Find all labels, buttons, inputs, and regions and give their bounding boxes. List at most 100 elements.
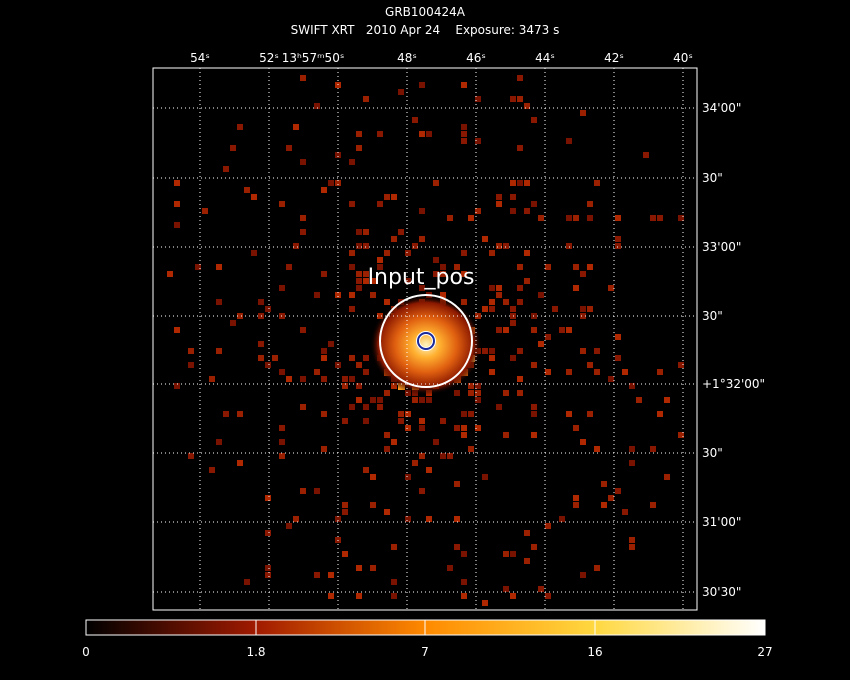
count-pixel [174, 180, 180, 186]
dec-label: 30" [702, 171, 723, 185]
count-pixel [503, 551, 509, 557]
count-pixel [566, 411, 572, 417]
count-pixel [657, 369, 663, 375]
count-pixel [377, 257, 383, 263]
count-pixel [419, 418, 425, 424]
annotation: Input_pos [368, 265, 475, 290]
count-pixel [216, 299, 222, 305]
source-region [379, 294, 473, 388]
count-pixel [384, 390, 390, 396]
count-pixel [531, 117, 537, 123]
count-pixel [321, 355, 327, 361]
count-pixel [468, 215, 474, 221]
count-pixel [608, 376, 614, 382]
count-pixel [461, 124, 467, 130]
count-pixel [300, 75, 306, 81]
count-pixel [370, 474, 376, 480]
count-pixel [573, 425, 579, 431]
count-pixel [384, 299, 390, 305]
count-pixel [328, 593, 334, 599]
coordinate-grid: 54ˢ 52ˢ 13ʰ57ᵐ50ˢ 48ˢ 46ˢ 44ˢ 42ˢ 40ˢ 34'00" 30" 3… [153, 51, 765, 610]
count-pixel [615, 236, 621, 242]
count-pixel [356, 383, 362, 389]
count-pixel [405, 390, 411, 396]
count-pixel [657, 411, 663, 417]
count-pixel [636, 397, 642, 403]
count-pixel [216, 264, 222, 270]
count-pixel [433, 439, 439, 445]
count-pixel [629, 460, 635, 466]
count-pixel [489, 369, 495, 375]
count-pixel [475, 138, 481, 144]
count-pixel [531, 201, 537, 207]
count-pixel [566, 243, 572, 249]
count-pixel [237, 124, 243, 130]
count-pixel [342, 551, 348, 557]
count-pixel [503, 243, 509, 249]
dec-label: 31'00" [702, 515, 741, 529]
count-pixel [510, 551, 516, 557]
count-pixel [433, 257, 439, 263]
count-pixel [279, 425, 285, 431]
count-pixel [314, 369, 320, 375]
count-pixel [594, 369, 600, 375]
count-pixel [524, 250, 530, 256]
count-pixel [370, 292, 376, 298]
ra-label: 52ˢ [259, 51, 279, 65]
count-pixel [580, 313, 586, 319]
count-pixel [174, 383, 180, 389]
count-pixel [510, 194, 516, 200]
count-pixel [629, 446, 635, 452]
count-pixel [510, 306, 516, 312]
count-pixel [601, 502, 607, 508]
count-pixel [314, 488, 320, 494]
count-pixel [419, 236, 425, 242]
count-pixel [405, 516, 411, 522]
count-pixel [580, 110, 586, 116]
count-pixel [419, 488, 425, 494]
count-pixel [279, 285, 285, 291]
count-pixel [552, 306, 558, 312]
count-pixel [363, 278, 369, 284]
count-pixel [482, 600, 488, 606]
count-pixel [517, 180, 523, 186]
count-pixel [566, 215, 572, 221]
count-pixel [503, 390, 509, 396]
count-pixel [531, 411, 537, 417]
count-pixel [580, 306, 586, 312]
count-pixel [426, 467, 432, 473]
count-pixel [314, 292, 320, 298]
count-pixel [188, 362, 194, 368]
count-pixel [237, 313, 243, 319]
count-pixel [419, 208, 425, 214]
count-pixel [524, 530, 530, 536]
count-pixel [503, 586, 509, 592]
count-pixel [524, 558, 530, 564]
count-pixel [461, 82, 467, 88]
count-pixel [524, 180, 530, 186]
ra-label: 13ʰ57ᵐ50ˢ [282, 51, 345, 65]
count-pixel [517, 75, 523, 81]
count-pixel [258, 341, 264, 347]
count-pixel [475, 397, 481, 403]
count-pixel [531, 327, 537, 333]
count-pixel [475, 390, 481, 396]
count-pixel [594, 446, 600, 452]
count-pixel [475, 96, 481, 102]
count-pixel [244, 579, 250, 585]
count-pixel [342, 418, 348, 424]
count-pixel [223, 166, 229, 172]
count-pixel [510, 208, 516, 214]
count-pixel [510, 180, 516, 186]
count-pixel [482, 306, 488, 312]
count-pixel [433, 271, 439, 277]
count-pixel [405, 278, 411, 284]
count-pixel [650, 446, 656, 452]
count-pixel [265, 572, 271, 578]
image-frame [152, 67, 698, 611]
colorbar-label: 27 [757, 645, 772, 659]
count-pixel [580, 348, 586, 354]
count-pixel [489, 348, 495, 354]
count-pixel [398, 229, 404, 235]
count-pixel [286, 376, 292, 382]
